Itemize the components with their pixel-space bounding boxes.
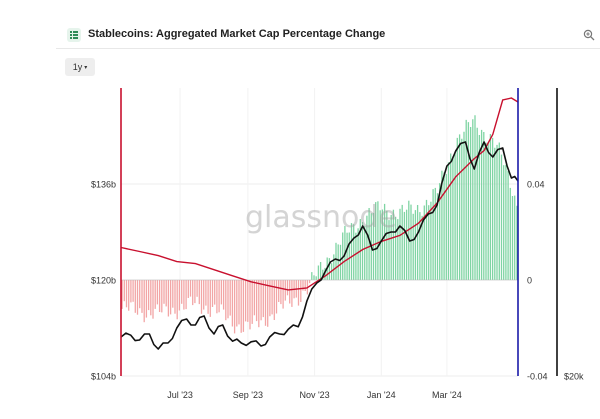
zoom-in-icon[interactable] bbox=[583, 28, 595, 41]
chart-header: Stablecoins: Aggregated Market Cap Perce… bbox=[0, 0, 600, 44]
chart-title: Stablecoins: Aggregated Market Cap Perce… bbox=[88, 28, 386, 40]
right-axis-tick-label: 0 bbox=[527, 276, 532, 286]
price-series-line bbox=[120, 97, 519, 291]
far-right-axis-tick-label: $20k bbox=[564, 372, 584, 382]
right-axis-tick-label: -0.04 bbox=[527, 372, 548, 382]
x-axis-tick-label: Nov '23 bbox=[299, 390, 329, 400]
chevron-down-icon: ▾ bbox=[84, 64, 88, 71]
left-axis-tick-label: $136b bbox=[91, 180, 116, 190]
x-axis-tick-label: Jul '23 bbox=[167, 390, 193, 400]
x-axis-tick-label: Mar '24 bbox=[432, 390, 462, 400]
market-cap-series-line bbox=[120, 141, 519, 350]
header-divider bbox=[56, 48, 600, 49]
right-axis-tick-label: 0.04 bbox=[527, 180, 545, 190]
chart-sheet-icon bbox=[67, 28, 81, 42]
left-axis-tick-label: $120b bbox=[91, 276, 116, 286]
x-axis-tick-label: Jan '24 bbox=[367, 390, 396, 400]
x-axis-tick-label: Sep '23 bbox=[233, 390, 263, 400]
time-range-label: 1y bbox=[72, 62, 83, 72]
time-range-dropdown[interactable]: 1y ▾ bbox=[65, 58, 95, 76]
left-axis-tick-label: $104b bbox=[91, 372, 116, 382]
